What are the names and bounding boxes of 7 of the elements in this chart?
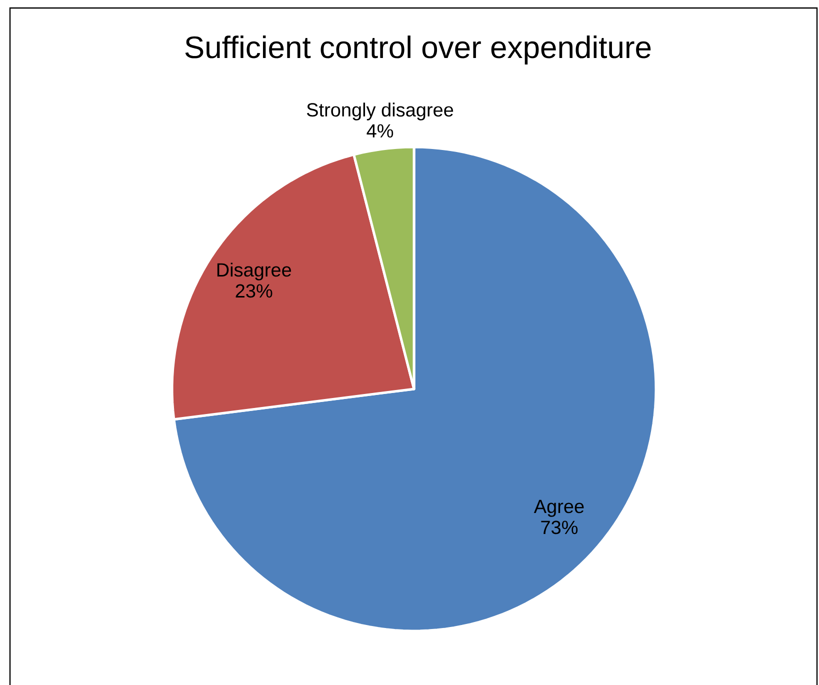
data-label: 23% (236, 284, 272, 298)
data-label: 4% (366, 124, 394, 138)
chart-title: Sufficient control over expenditure (185, 36, 651, 64)
slice-label: Agree (534, 500, 584, 517)
data-label: 73% (541, 520, 578, 534)
slice-label: Strongly disagree (306, 102, 454, 120)
slice-label: Disagree (217, 262, 292, 280)
